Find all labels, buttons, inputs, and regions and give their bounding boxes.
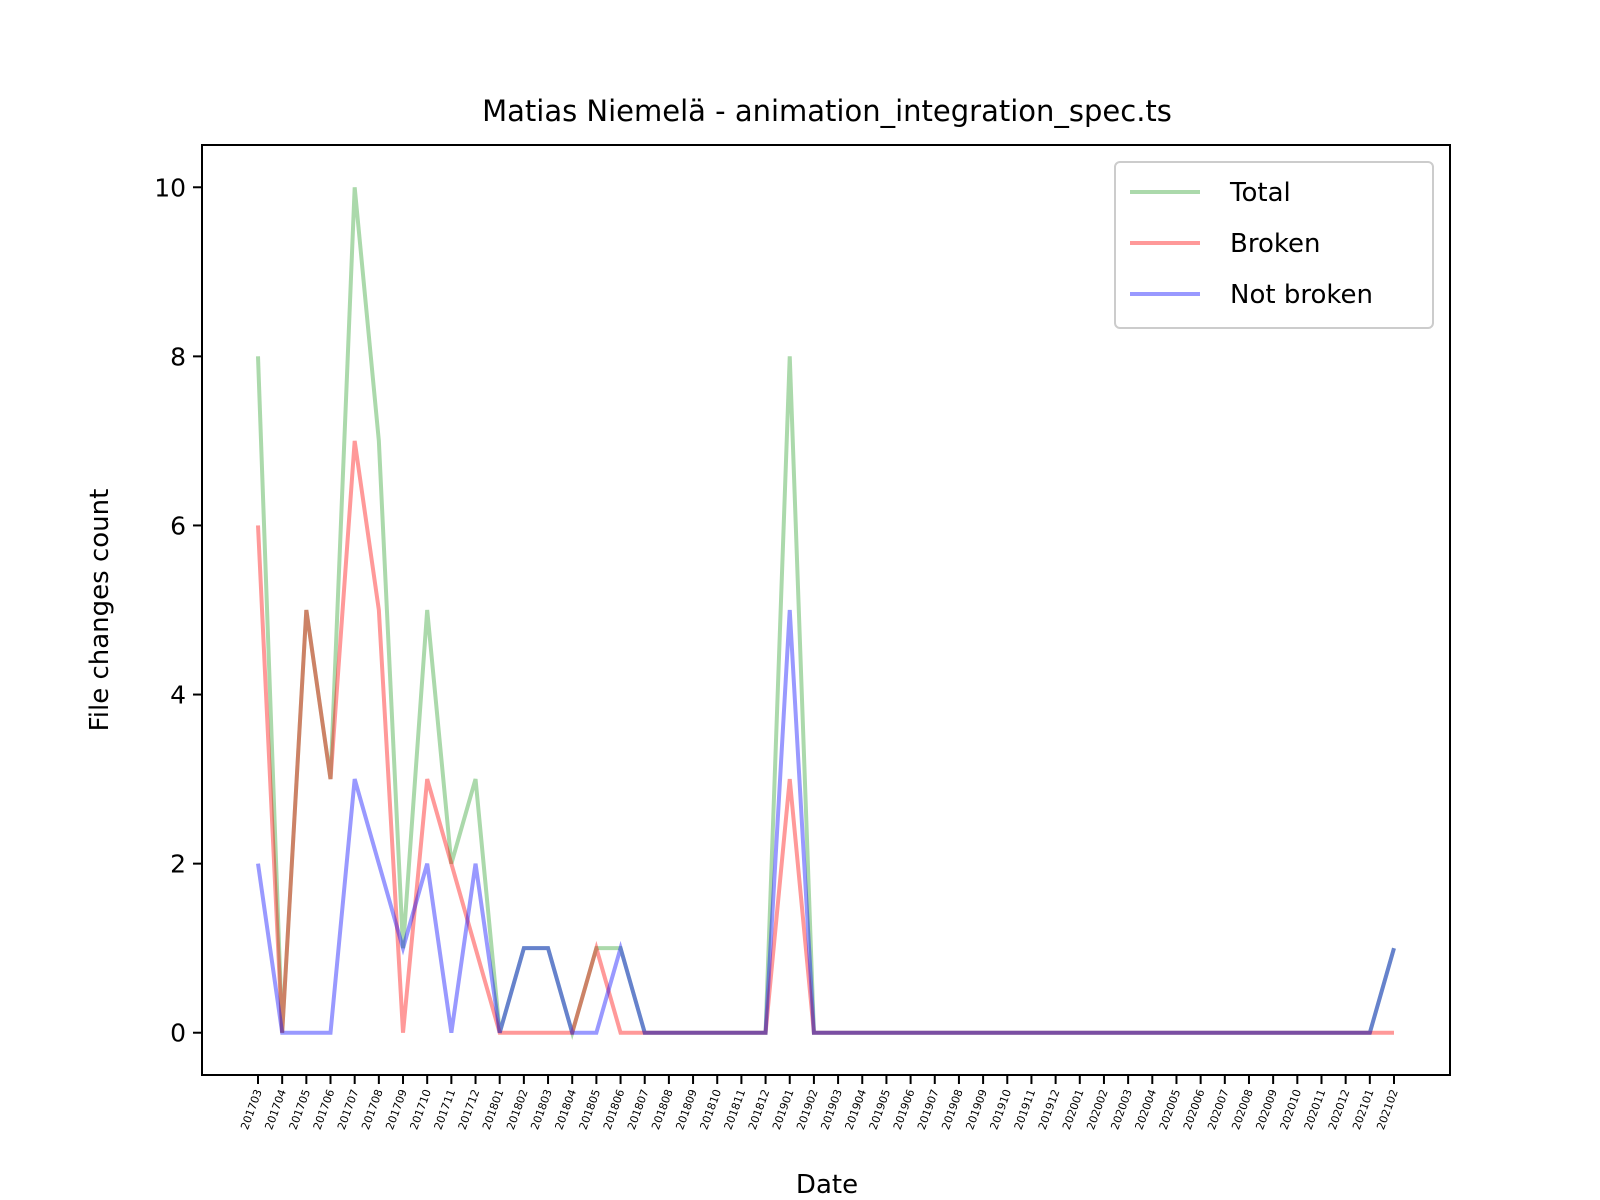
- x-tick-label: 201912: [1036, 1088, 1063, 1132]
- x-tick-label: 201802: [504, 1088, 531, 1132]
- x-tick-label: 201909: [963, 1088, 990, 1132]
- x-tick-label: 201806: [601, 1088, 628, 1132]
- legend-label: Not broken: [1230, 280, 1373, 310]
- x-tick-label: 201805: [577, 1088, 604, 1132]
- x-tick-label: 201803: [528, 1088, 555, 1132]
- x-tick-label: 201907: [915, 1088, 942, 1132]
- y-axis-label: File changes count: [85, 489, 115, 732]
- x-tick-label: 201708: [359, 1088, 386, 1132]
- x-tick-label: 201809: [673, 1088, 700, 1132]
- x-tick-label: 202006: [1181, 1088, 1208, 1132]
- chart-title: Matias Niemelä - animation_integration_s…: [482, 94, 1172, 128]
- x-tick-label: 201902: [794, 1088, 821, 1132]
- x-tick-label: 201807: [625, 1088, 652, 1132]
- x-tick-label: 202010: [1278, 1088, 1305, 1132]
- x-tick-label: 201910: [988, 1088, 1015, 1132]
- x-tick-label: 202004: [1133, 1088, 1160, 1132]
- x-axis: 2017032017042017052017062017072017082017…: [238, 1075, 1401, 1131]
- series-line-not-broken: [256, 609, 1396, 1035]
- x-tick-label: 202101: [1350, 1088, 1377, 1132]
- x-tick-label: 202009: [1253, 1088, 1280, 1132]
- x-tick-label: 201811: [722, 1088, 749, 1132]
- series-line-broken: [256, 440, 1394, 1035]
- x-tick-label: 201906: [891, 1088, 918, 1132]
- x-tick-label: 201908: [939, 1088, 966, 1132]
- x-tick-label: 201904: [842, 1088, 869, 1132]
- y-tick-label: 4: [170, 681, 186, 710]
- x-tick-label: 201808: [649, 1088, 676, 1132]
- x-tick-label: 201903: [818, 1088, 845, 1132]
- series-layer: [256, 187, 1396, 1041]
- y-tick-label: 0: [170, 1019, 186, 1048]
- x-axis-label: Date: [796, 1170, 858, 1200]
- x-tick-label: 201812: [746, 1088, 773, 1132]
- x-tick-label: 202012: [1326, 1088, 1353, 1132]
- x-tick-label: 201911: [1012, 1088, 1039, 1132]
- x-tick-label: 202102: [1374, 1088, 1401, 1132]
- y-tick-label: 6: [170, 511, 186, 540]
- x-tick-label: 201901: [770, 1088, 797, 1132]
- x-tick-label: 202002: [1084, 1088, 1111, 1132]
- x-tick-label: 201810: [697, 1088, 724, 1132]
- x-tick-label: 202007: [1205, 1088, 1232, 1132]
- x-tick-label: 202008: [1229, 1088, 1256, 1132]
- y-tick-label: 2: [170, 850, 186, 879]
- x-tick-label: 201707: [335, 1088, 362, 1132]
- y-tick-label: 10: [154, 173, 186, 202]
- x-tick-label: 202005: [1157, 1088, 1184, 1132]
- x-tick-label: 201704: [262, 1088, 289, 1132]
- x-tick-label: 201711: [432, 1088, 459, 1132]
- series-line-total: [256, 187, 1396, 1041]
- legend-box: [1114, 161, 1434, 329]
- y-tick-label: 8: [170, 342, 186, 371]
- x-tick-label: 201705: [287, 1088, 314, 1132]
- x-tick-label: 202003: [1108, 1088, 1135, 1132]
- legend-label: Total: [1229, 178, 1291, 208]
- x-tick-label: 201703: [238, 1088, 265, 1132]
- x-tick-label: 201804: [552, 1088, 579, 1132]
- x-tick-label: 201709: [383, 1088, 410, 1132]
- x-tick-label: 201801: [480, 1088, 507, 1132]
- x-tick-label: 202001: [1060, 1088, 1087, 1132]
- y-axis: 0 2 4 6 8 10: [154, 173, 202, 1048]
- x-tick-label: 202011: [1302, 1088, 1329, 1132]
- x-tick-label: 201706: [311, 1088, 338, 1132]
- plot-frame: [201, 144, 1451, 1076]
- x-tick-label: 201905: [867, 1088, 894, 1132]
- x-tick-label: 201712: [456, 1088, 483, 1132]
- x-tick-label: 201710: [407, 1088, 434, 1132]
- legend-label: Broken: [1230, 229, 1320, 259]
- legend: Total Broken Not broken: [1114, 161, 1434, 329]
